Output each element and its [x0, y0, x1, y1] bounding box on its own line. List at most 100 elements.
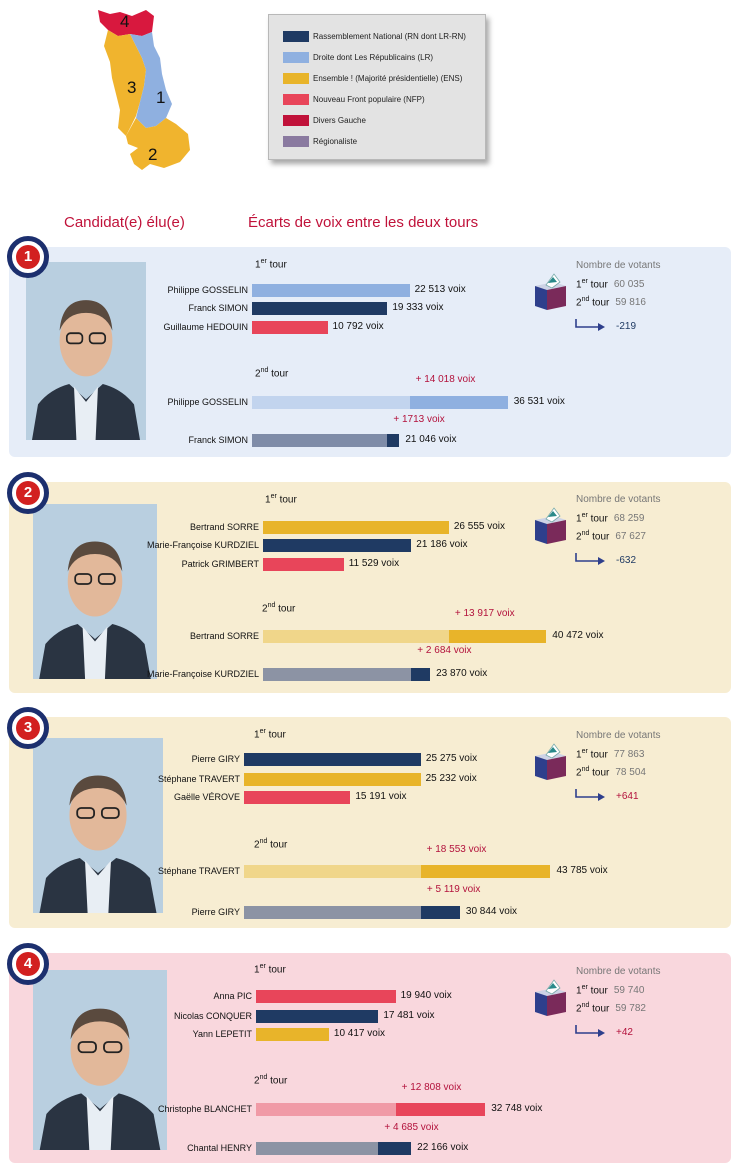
tour2-num: 2: [262, 603, 268, 615]
voters-t1: 1er tour 59 740: [576, 984, 644, 996]
candidate-name: Marie-Françoise KURDZIEL: [146, 540, 259, 550]
candidate-name: Bertrand SORRE: [189, 522, 259, 532]
tour2-base-bar: [252, 396, 410, 409]
candidate-name: Nicolas CONQUER: [173, 1011, 252, 1021]
candidate-name: Patrick GRIMBERT: [181, 559, 259, 569]
voters-t1: 1er tour 60 035: [576, 278, 644, 290]
tour2-sup: nd: [259, 838, 268, 845]
vote-count: 21 046 voix: [405, 434, 457, 445]
candidate-name: Franck SIMON: [188, 435, 248, 445]
voters-tour-word: tour: [589, 767, 610, 779]
tour1-num: 1: [254, 964, 260, 976]
voters-tour-sup: er: [581, 278, 588, 285]
candidate-photo: [33, 504, 157, 679]
voters-t1: 1er tour 68 259: [576, 512, 644, 524]
vote-count: 21 186 voix: [416, 539, 468, 550]
circonscription-number: 1: [16, 245, 40, 269]
tour2-gain-bar: [448, 630, 547, 643]
voters-title: Nombre de votants: [576, 966, 661, 977]
map-zone-2: [126, 118, 190, 170]
map-label-1: 1: [156, 88, 165, 107]
voters-tour-word: tour: [587, 513, 608, 525]
tour2-sup: nd: [267, 602, 276, 609]
legend-label: Régionaliste: [313, 136, 358, 146]
tour2-base-bar: [263, 668, 412, 681]
tour1-bar: [252, 284, 410, 297]
tour2-base-bar: [256, 1103, 396, 1116]
trend-arrow-icon: [574, 552, 608, 571]
tour2-word: tour: [275, 603, 296, 615]
vote-count: 32 748 voix: [491, 1103, 543, 1114]
voters-tour-word: tour: [587, 279, 608, 291]
voters-tour-sup: er: [581, 512, 588, 519]
tour2-num: 2: [254, 839, 260, 851]
voters-t2: 2nd tour 59 816: [576, 296, 646, 308]
map-label-2: 2: [148, 145, 157, 164]
legend-label: Droite dont Les Républicains (LR): [313, 52, 434, 62]
legend-swatch: [283, 72, 309, 84]
legend-label: Rassemblement National (RN dont LR-RN): [313, 31, 466, 41]
vote-count: 25 275 voix: [425, 753, 478, 764]
tour2-label: 2nd tour: [262, 602, 295, 614]
tour1-bar: [244, 773, 421, 786]
tour2-word: tour: [268, 368, 289, 380]
voters-tour-sup: nd: [581, 296, 590, 303]
legend-item: Nouveau Front populaire (NFP): [283, 92, 425, 106]
legend: Rassemblement National (RN dont LR-RN) D…: [268, 14, 486, 160]
tour1-word: tour: [266, 259, 287, 271]
tour1-bar: [244, 791, 351, 804]
tour1-bar: [256, 1028, 329, 1041]
legend-swatch: [283, 114, 309, 126]
tour1-sup: er: [259, 728, 266, 735]
vote-count: 26 555 voix: [453, 521, 506, 532]
candidate-name: Guillaume HEDOUIN: [163, 322, 248, 332]
tour1-bar: [252, 321, 328, 334]
legend-item: Droite dont Les Républicains (LR): [283, 50, 433, 64]
tour2-gain-bar: [409, 396, 508, 409]
trend-arrow-icon: [574, 1024, 608, 1043]
tour1-sup: er: [260, 258, 267, 265]
circonscription-badge: 3: [7, 707, 49, 749]
ballot-box-icon: [532, 742, 570, 787]
tour2-gain-bar: [387, 434, 400, 447]
voters-tour-num: 1: [576, 513, 582, 525]
tour1-bar: [263, 558, 344, 571]
vote-gain: + 4 685 voix: [384, 1122, 439, 1133]
vote-count: 22 513 voix: [414, 284, 466, 295]
voters-count: 59 816: [615, 297, 646, 309]
voters-tour-word: tour: [587, 749, 608, 761]
tour1-word: tour: [276, 494, 297, 506]
tour2-num: 2: [254, 1075, 260, 1087]
voters-title: Nombre de votants: [576, 260, 661, 271]
tour1-sup: er: [259, 963, 266, 970]
tour2-gain-bar: [395, 1103, 486, 1116]
ballot-box-icon: [532, 272, 570, 317]
candidate-name: Stéphane TRAVERT: [157, 866, 240, 876]
tour1-label: 1er tour: [265, 493, 297, 505]
tour1-sup: er: [270, 493, 277, 500]
legend-swatch: [283, 30, 309, 42]
legend-label: Nouveau Front populaire (NFP): [313, 94, 425, 104]
tour1-num: 1: [255, 259, 261, 271]
tour1-bar: [263, 539, 412, 552]
voters-t1: 1er tour 77 863: [576, 748, 644, 760]
voters-tour-sup: er: [581, 748, 588, 755]
voters-tour-sup: er: [581, 984, 588, 991]
voters-tour-num: 2: [576, 1003, 582, 1015]
vote-count: 25 232 voix: [425, 773, 477, 784]
vote-count: 19 333 voix: [392, 302, 444, 313]
voters-difference: -219: [616, 321, 637, 332]
header-elected: Candidat(e) élu(e): [64, 214, 185, 231]
vote-count: 19 940 voix: [400, 990, 452, 1001]
vote-gain: + 5 119 voix: [426, 884, 481, 895]
tour2-word: tour: [267, 1075, 288, 1087]
map-zone-1: [130, 32, 172, 128]
tour2-word: tour: [267, 839, 288, 851]
candidate-name: Anna PIC: [213, 991, 252, 1001]
circonscription-badge: 2: [7, 472, 49, 514]
candidate-photo: [33, 970, 167, 1150]
candidate-name: Marie-Françoise KURDZIEL: [146, 669, 259, 679]
tour1-word: tour: [265, 729, 286, 741]
tour2-base-bar: [252, 434, 388, 447]
vote-count: 23 870 voix: [436, 668, 488, 679]
